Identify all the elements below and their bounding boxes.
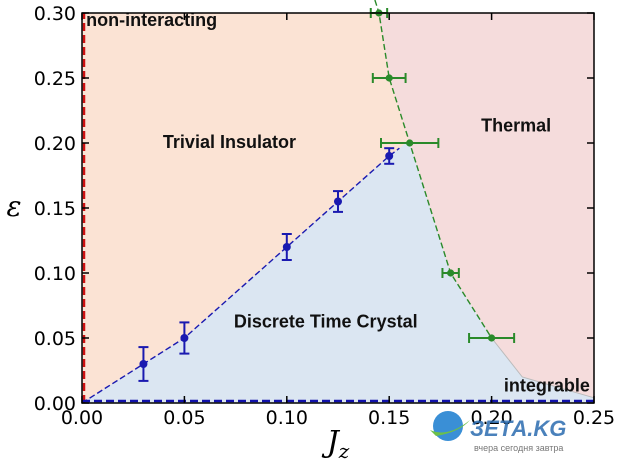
y-tick-label: 0.30 — [34, 3, 76, 25]
x-axis-label: Jz — [321, 425, 350, 462]
watermark-logo: ЗЕТА.KG вчера сегодня завтра — [430, 411, 566, 453]
blue-data-point — [385, 152, 394, 160]
globe-icon — [433, 411, 463, 441]
blue-data-point — [334, 197, 342, 206]
axes: 0.00 0.05 0.10 0.15 0.20 0.25 0.00 0.05 0.10 0.15… — [6, 3, 615, 462]
trivial-insulator-label: Trivial Insulator — [163, 132, 296, 152]
x-tick-label: 0.15 — [368, 407, 410, 429]
y-tick-label: 0.20 — [34, 133, 76, 155]
x-tick-label: 0.05 — [163, 407, 205, 429]
integrable-label: integrable — [504, 375, 590, 395]
y-tick-label: 0.25 — [34, 68, 76, 90]
y-tick-label: 0.05 — [34, 328, 76, 350]
x-tick-label: 0.00 — [61, 407, 103, 429]
y-tick-label: 0.15 — [34, 198, 76, 220]
blue-data-point — [180, 334, 189, 342]
y-tick-label: 0.10 — [34, 263, 76, 285]
x-tick-label: 0.10 — [266, 407, 308, 429]
thermal-label: Thermal — [481, 115, 551, 135]
x-axis-label-subscript: z — [338, 439, 350, 462]
green-data-point — [406, 139, 414, 147]
watermark-text: ЗЕТА.KG — [470, 416, 566, 441]
x-tick-label: 0.25 — [573, 407, 615, 429]
blue-data-point — [139, 360, 148, 368]
watermark-tagline: вчера сегодня завтра — [474, 443, 563, 453]
x-tick-label: 0.20 — [470, 407, 512, 429]
discrete-time-crystal-region — [82, 143, 594, 403]
y-axis-label: ε — [6, 190, 21, 223]
green-data-point — [488, 334, 496, 342]
data-points — [138, 8, 516, 382]
green-data-point — [447, 269, 455, 277]
discrete-time-crystal-label: Discrete Time Crystal — [234, 312, 418, 332]
blue-data-point — [282, 243, 291, 251]
thermal-region — [379, 13, 594, 398]
y-tick-label: 0.00 — [34, 393, 76, 415]
phase-regions — [82, 13, 594, 403]
green-data-point — [385, 74, 393, 82]
thermal-boundary-tail — [491, 337, 595, 399]
